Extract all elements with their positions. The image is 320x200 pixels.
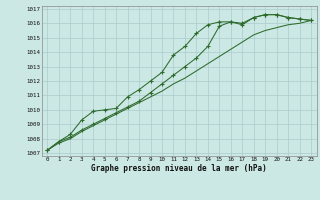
X-axis label: Graphe pression niveau de la mer (hPa): Graphe pression niveau de la mer (hPa) [91, 164, 267, 173]
